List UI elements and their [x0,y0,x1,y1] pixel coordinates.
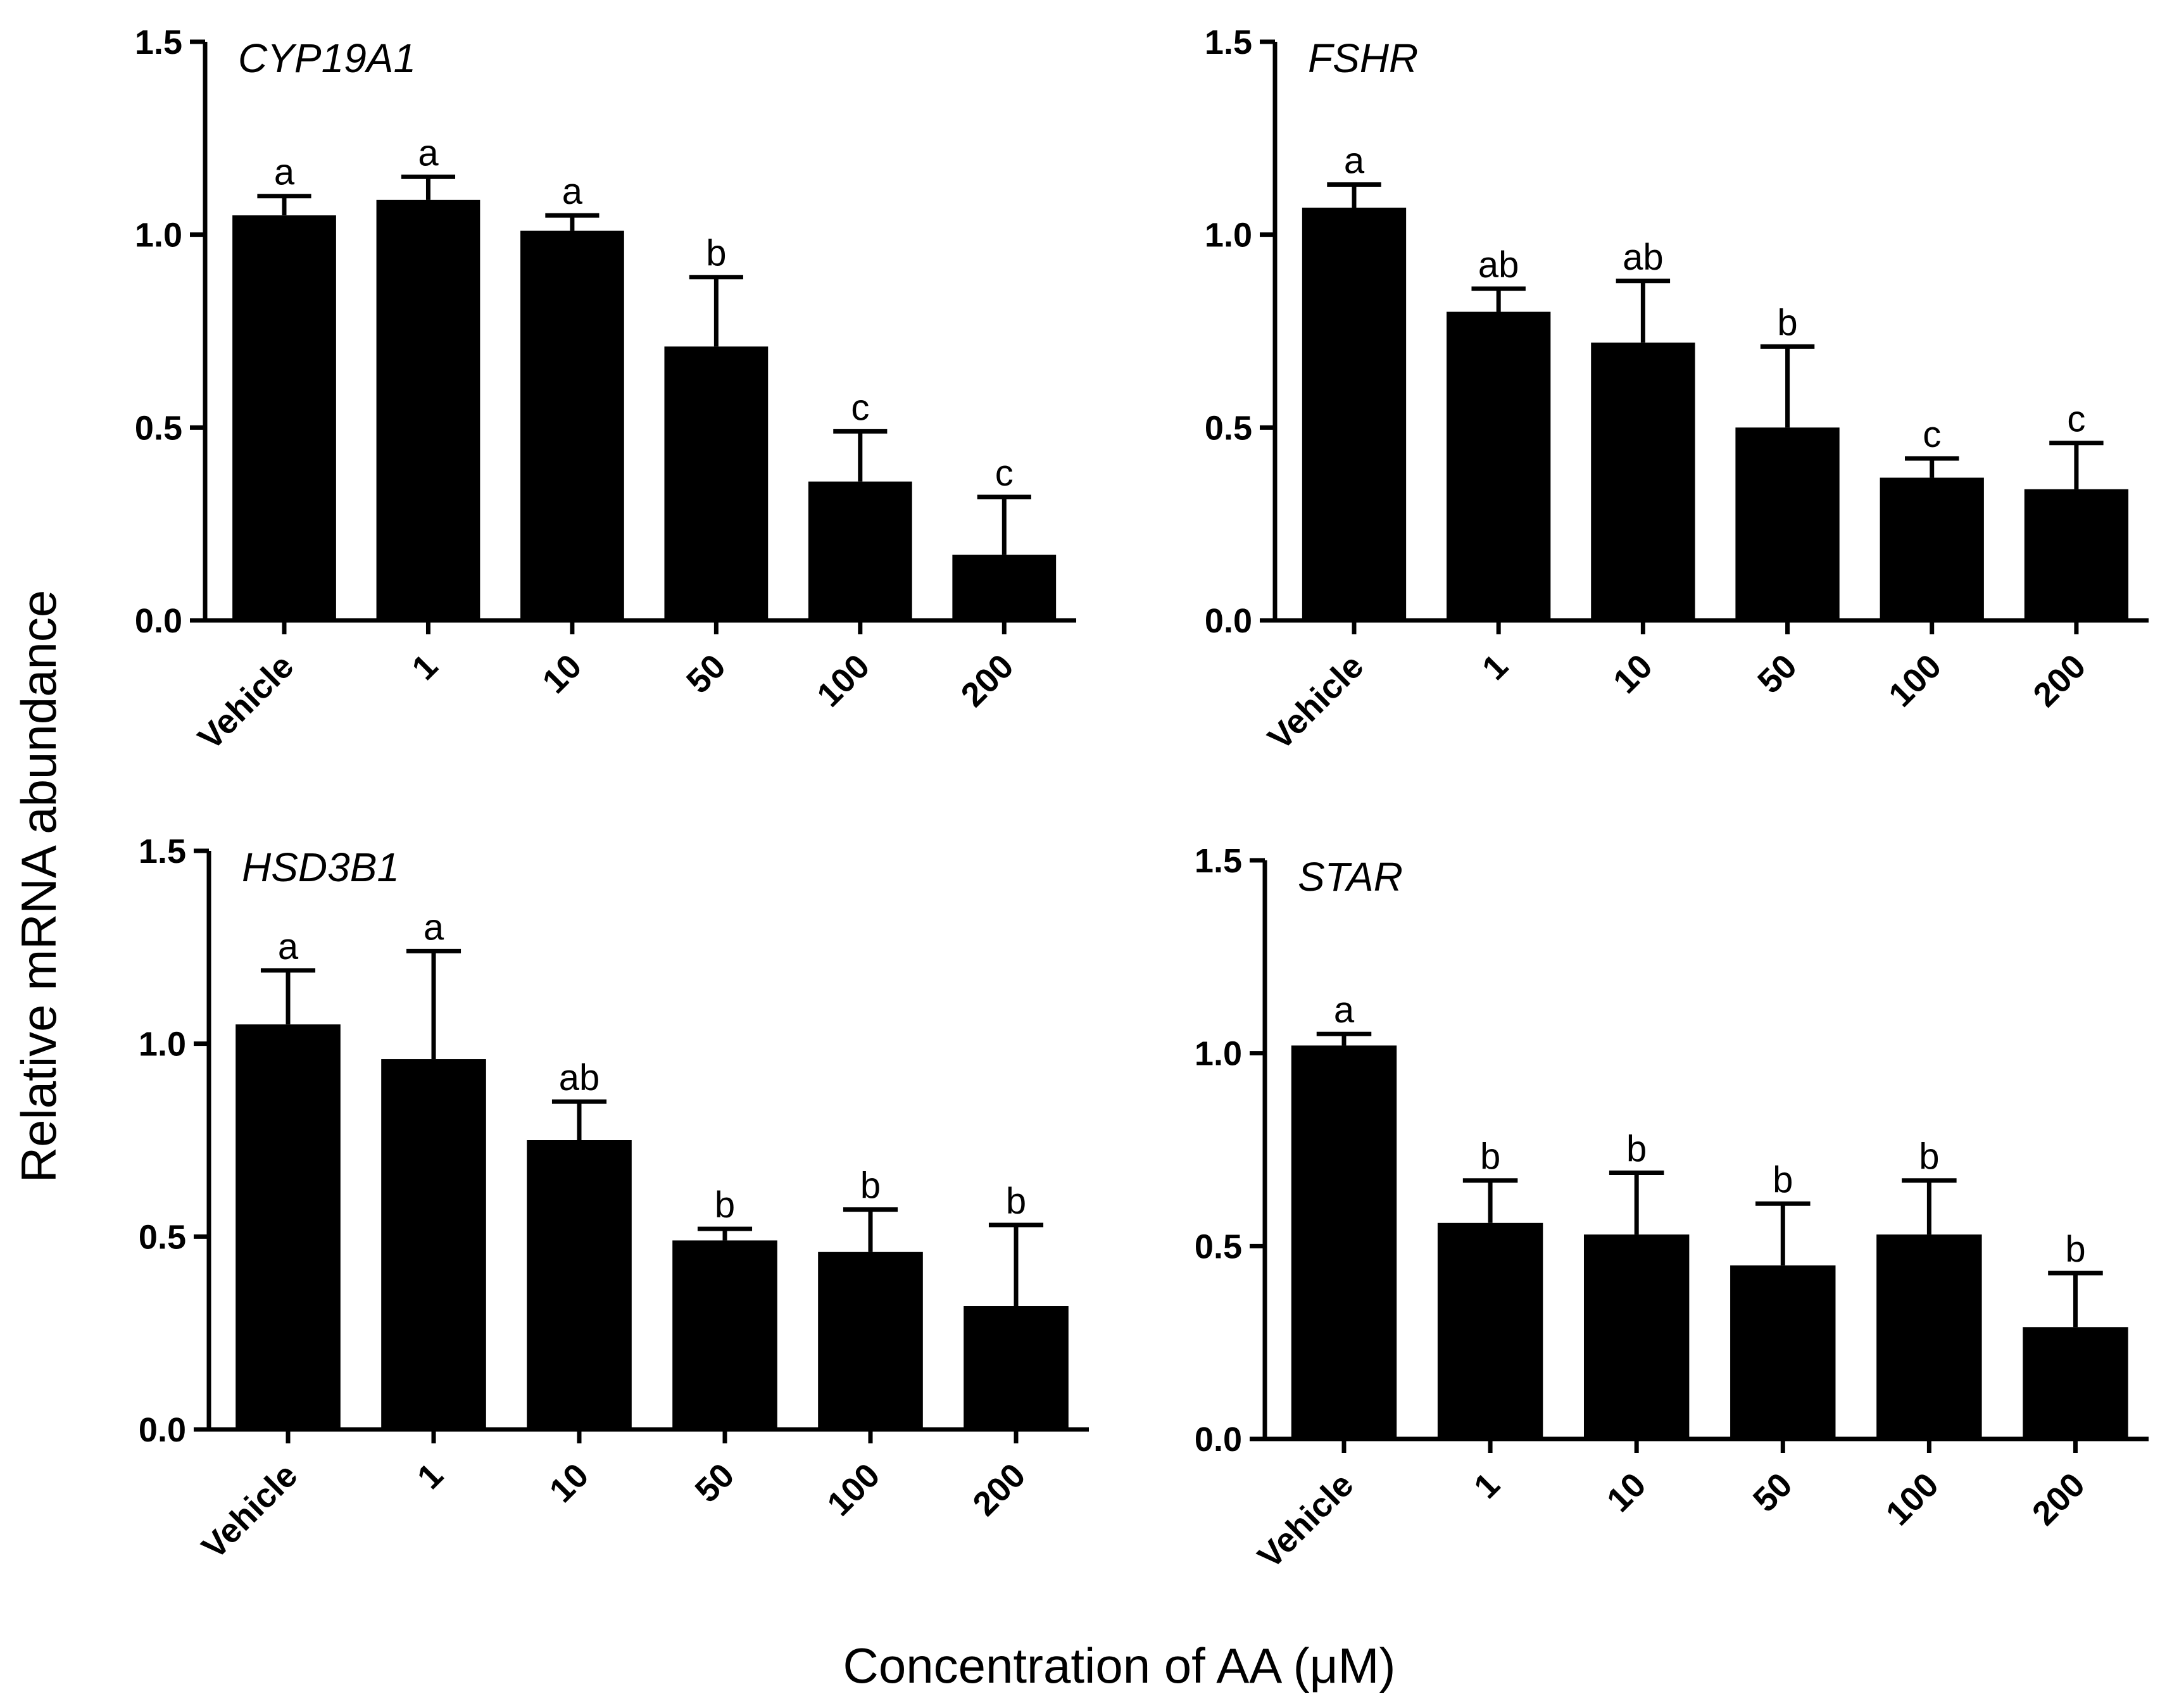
chart-panel-cyp19a1: 0.0 0.5 1.0 1.5 CYP19A1 a Vehicle a 1 a 10 b 50 c 100 c… [135,23,1076,757]
bar [818,1252,923,1429]
y-tick-label: 0.0 [1205,602,1252,640]
significance-letter: a [274,152,295,193]
bar [1876,1234,1982,1439]
y-tick-label: 1.5 [1195,842,1242,880]
significance-letter: c [851,387,869,428]
y-tick-label: 0.0 [1195,1421,1242,1459]
x-tick-label: 50 [688,1456,742,1510]
y-tick-label: 1.5 [139,832,186,870]
y-tick-label: 1.0 [1205,217,1252,254]
bar [2023,1327,2128,1439]
significance-letter: a [424,907,444,948]
y-tick-label: 0.0 [139,1411,186,1449]
bar [1735,427,1840,620]
figure-y-axis-label: Relative mRNA abundance [11,590,66,1183]
y-tick-label: 0.5 [1195,1228,1242,1265]
bar [1447,311,1551,620]
figure-x-axis-label: Concentration of AA (μM) [843,1638,1395,1693]
x-tick-label: Vehicle [191,647,301,757]
significance-letter: b [1777,302,1797,343]
x-tick-label: 50 [1746,1466,1800,1519]
x-tick-label: 10 [543,1456,596,1510]
significance-letter: b [1626,1129,1647,1170]
bar [376,199,480,620]
x-tick-label: 1 [1467,1466,1507,1506]
significance-letter: b [860,1165,881,1207]
y-tick-label: 1.0 [139,1026,186,1064]
significance-letter: a [562,171,583,212]
y-tick-label: 1.5 [1205,23,1252,61]
y-tick-label: 1.0 [135,217,182,254]
y-tick-label: 1.5 [135,23,182,61]
y-tick-label: 1.0 [1195,1035,1242,1073]
significance-letter: ab [559,1057,600,1098]
bar [1880,477,1984,620]
x-tick-label: 200 [965,1456,1033,1523]
significance-letter: a [1334,989,1355,1031]
bar [1437,1222,1543,1439]
y-tick-label: 0.5 [139,1218,186,1256]
chart-panel-hsd3b1: 0.0 0.5 1.0 1.5 HSD3B1 a Vehicle a 1 ab 10 b 50 b 100 b… [139,832,1089,1566]
bar [664,346,769,620]
significance-letter: b [706,233,726,274]
chart-title: CYP19A1 [238,35,416,81]
x-tick-label: Vehicle [194,1456,305,1566]
bar [808,481,912,620]
bar [1591,342,1695,620]
x-tick-label: 1 [410,1456,451,1497]
significance-letter: ab [1623,237,1664,278]
significance-letter: a [278,926,299,967]
bar [672,1240,777,1429]
x-tick-label: 50 [679,647,733,701]
bar [520,230,624,620]
significance-letter: c [1923,414,1941,455]
x-tick-label: 1 [405,647,445,688]
significance-letter: c [995,453,1014,494]
chart-panel-star: 0.0 0.5 1.0 1.5 STAR a Vehicle b 1 b 10 b 50 b 100 b 200 [1195,842,2149,1576]
significance-letter: b [1919,1136,1939,1177]
significance-letter: b [1006,1181,1026,1222]
y-tick-label: 0.0 [135,602,182,640]
bar [235,1024,341,1429]
chart-title: HSD3B1 [242,845,399,890]
significance-letter: b [1480,1136,1500,1177]
bar [952,555,1057,620]
significance-letter: b [1773,1159,1793,1200]
bar [1730,1265,1836,1439]
x-tick-label: 10 [1600,1466,1654,1519]
x-tick-label: Vehicle [1260,647,1371,757]
y-tick-label: 0.5 [1205,409,1252,447]
x-tick-label: 100 [810,647,877,714]
x-tick-label: 100 [1879,1466,1946,1533]
x-tick-label: 1 [1475,647,1516,688]
bar [2024,489,2129,620]
y-tick-label: 0.5 [135,409,182,447]
significance-letter: a [418,132,439,173]
bar [964,1306,1069,1429]
x-tick-label: 10 [535,647,589,701]
x-tick-label: 100 [820,1456,887,1523]
x-tick-label: 100 [1881,647,1949,714]
x-tick-label: Vehicle [1250,1466,1360,1576]
bar [1302,208,1407,621]
x-tick-label: 200 [2026,647,2093,714]
significance-letter: c [2067,399,2085,440]
bar [527,1140,632,1429]
x-tick-label: 200 [2025,1466,2092,1533]
chart-title: STAR [1298,854,1403,900]
significance-letter: ab [1478,244,1519,286]
bar [1583,1234,1690,1439]
x-tick-label: 10 [1606,647,1660,701]
bar [232,215,336,620]
chart-title: FSHR [1308,35,1418,81]
bar [1291,1045,1397,1439]
bar [381,1059,486,1429]
significance-letter: b [2065,1229,2085,1270]
significance-letter: b [715,1184,735,1226]
x-tick-label: 200 [954,647,1021,714]
chart-panel-fshr: 0.0 0.5 1.0 1.5 FSHR a Vehicle ab 1 ab 10 b 50 c 100 c 2… [1205,23,2149,757]
significance-letter: a [1344,140,1365,181]
x-tick-label: 50 [1750,647,1804,701]
